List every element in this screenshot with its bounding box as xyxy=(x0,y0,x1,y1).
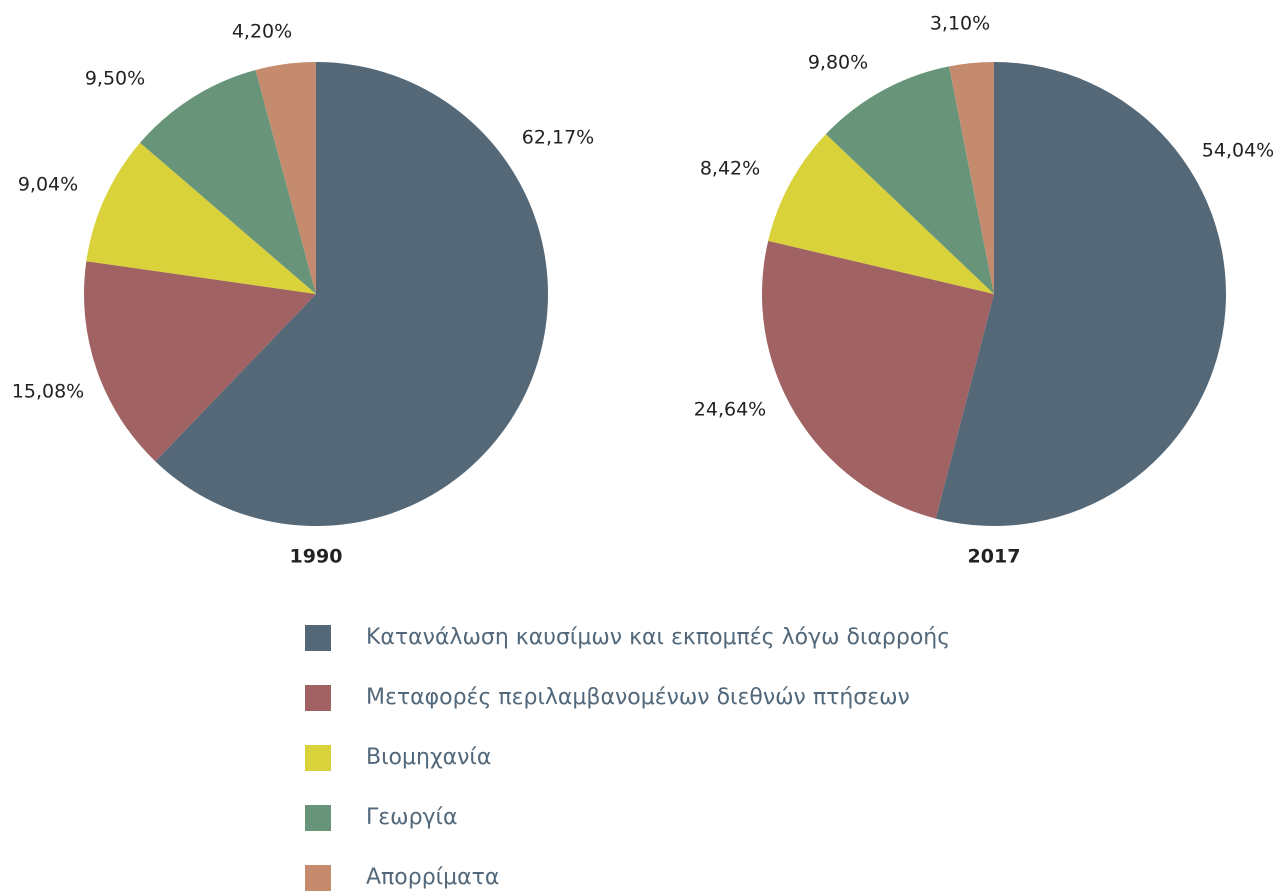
slice-label: 15,08% xyxy=(12,381,84,403)
legend-label: Μεταφορές περιλαμβανομένων διεθνών πτήσε… xyxy=(366,685,910,710)
slice-label: 3,10% xyxy=(930,13,990,35)
pie-slice xyxy=(761,240,994,519)
legend-label: Γεωργία xyxy=(366,805,458,830)
pie-slice xyxy=(83,261,316,462)
pie-slice xyxy=(949,62,994,294)
legend-swatch xyxy=(305,745,331,771)
legend-swatch xyxy=(305,865,331,891)
pie-title: 2017 xyxy=(968,546,1021,568)
legend-label: Κατανάλωση καυσίμων και εκπομπές λόγω δι… xyxy=(366,625,950,650)
legend-swatch xyxy=(305,685,331,711)
slice-label: 9,80% xyxy=(808,52,868,74)
slice-label: 62,17% xyxy=(522,127,594,149)
pie-slice xyxy=(825,66,994,295)
pie-slice xyxy=(255,62,316,294)
slice-label: 54,04% xyxy=(1202,140,1274,162)
legend-label: Βιομηχανία xyxy=(366,745,491,770)
pie-slice xyxy=(935,62,1227,526)
pie-slice xyxy=(155,62,548,527)
legend-swatch xyxy=(305,625,331,651)
slice-label: 9,50% xyxy=(85,68,145,90)
slice-label: 24,64% xyxy=(694,399,766,421)
pie-slice xyxy=(86,142,316,294)
slice-label: 4,20% xyxy=(232,21,292,43)
legend-swatch xyxy=(305,805,331,831)
pie-slice xyxy=(768,134,994,294)
slice-label: 9,04% xyxy=(18,174,78,196)
pie-slice xyxy=(140,70,316,295)
pie-title: 1990 xyxy=(290,546,343,568)
slice-label: 8,42% xyxy=(700,158,760,180)
legend-label: Απορρίματα xyxy=(366,865,499,890)
